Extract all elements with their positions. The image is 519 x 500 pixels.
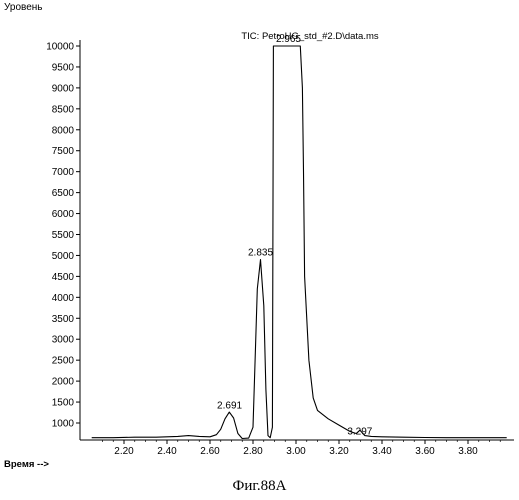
y-tick-label: 2500 [52,356,75,367]
y-tick-label: 8500 [52,104,75,115]
y-tick-label: 1500 [52,398,75,409]
x-tick-label: 2.60 [200,446,220,457]
y-tick-label: 6500 [52,188,75,199]
y-tick-label: 4000 [52,293,75,304]
y-tick-label: 5000 [52,251,75,262]
y-tick-label: 7500 [52,146,75,157]
peak-label: 2.835 [248,248,273,259]
tic-trace [92,46,507,439]
x-tick-label: 3.80 [458,446,478,457]
y-tick-label: 10000 [46,42,74,53]
x-tick-label: 3.00 [286,446,306,457]
x-tick-label: 3.40 [372,446,392,457]
x-tick-label: 2.20 [114,446,134,457]
x-tick-label: 3.60 [415,446,435,457]
x-tick-label: 2.40 [157,446,177,457]
y-tick-label: 9000 [52,83,75,94]
peak-label: 3.297 [347,426,372,437]
y-tick-label: 4500 [52,272,75,283]
y-axis-title: Уровень [4,2,43,13]
peak-label: 2.691 [217,401,242,412]
y-tick-label: 3000 [52,335,75,346]
y-tick-label: 9500 [52,62,75,73]
y-tick-label: 6000 [52,209,75,220]
figure-caption: Фиг.88А [0,478,519,495]
y-tick-label: 2000 [52,377,75,388]
y-tick-label: 8000 [52,125,75,136]
x-tick-label: 3.20 [329,446,349,457]
x-axis-title: Время --> [4,459,49,470]
y-tick-label: 5500 [52,230,75,241]
y-tick-label: 7000 [52,167,75,178]
peak-label: 2.965 [276,34,301,45]
x-tick-label: 2.80 [243,446,263,457]
chart-title: TIC: PetroHG_std_#2.D\data.ms [241,31,379,42]
y-tick-label: 3500 [52,314,75,325]
y-tick-label: 1000 [52,419,75,430]
